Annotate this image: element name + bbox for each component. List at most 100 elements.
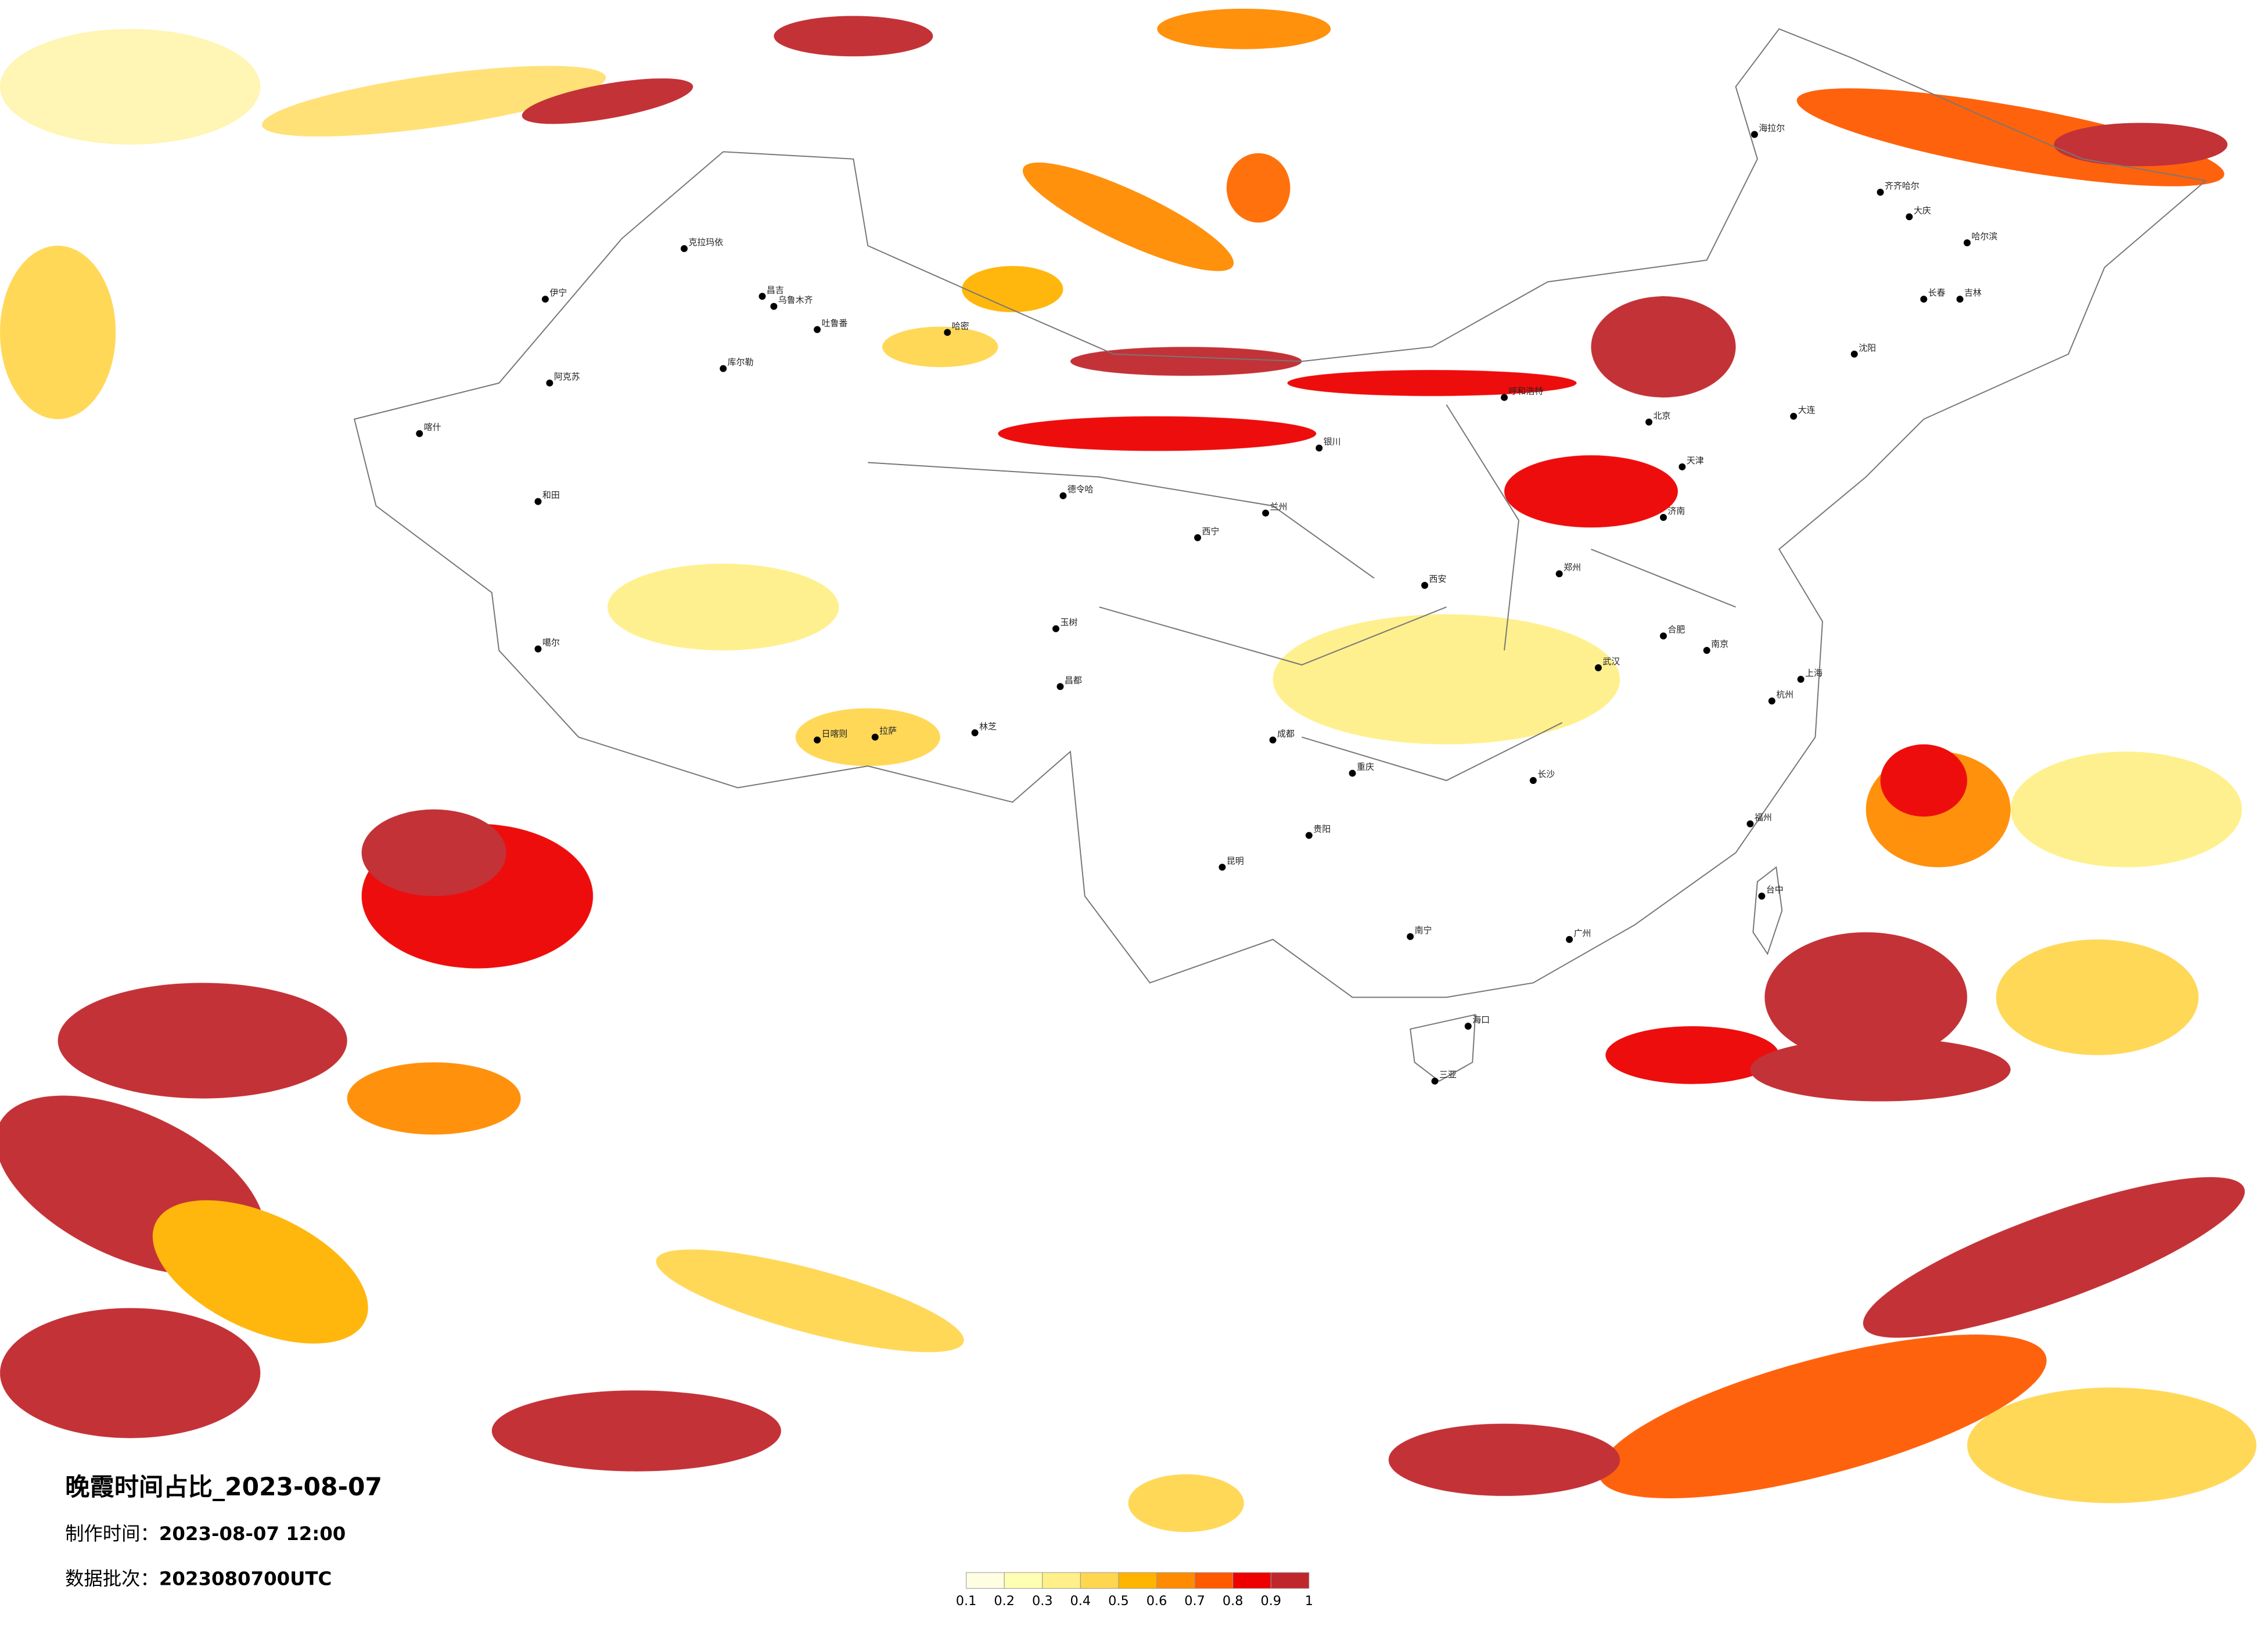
city-label: 郑州 [1563, 562, 1581, 573]
colorbar-tick-label: 0.7 [1184, 1593, 1205, 1609]
city-dot [1645, 418, 1653, 426]
city-label: 成都 [1277, 728, 1295, 739]
city-label: 长沙 [1537, 769, 1555, 779]
city-dot [1315, 444, 1323, 452]
city-label: 拉萨 [879, 725, 897, 736]
city-label: 哈密 [952, 321, 969, 331]
city-dot [1660, 514, 1667, 521]
city-label: 合肥 [1667, 624, 1685, 635]
city-dot [720, 365, 727, 372]
city-label: 沈阳 [1859, 343, 1876, 353]
city-dot [1052, 625, 1059, 632]
city-dot [1746, 820, 1754, 828]
city-label: 阿克苏 [554, 372, 580, 382]
colorbar-tick-label: 0.8 [1223, 1593, 1243, 1609]
city-dot [1964, 239, 1971, 247]
heat-layer [0, 8, 2257, 1533]
city-dot [1758, 893, 1766, 900]
city-dot [770, 303, 778, 310]
city-label: 广州 [1574, 928, 1591, 938]
colorbar-tick-label: 0.1 [956, 1593, 977, 1609]
city-label: 南宁 [1415, 925, 1432, 936]
city-dot [680, 245, 688, 253]
colorbar: 0.1 0.2 0.3 0.4 0.5 0.6 0.7 0.8 0.9 1 [956, 1572, 1313, 1609]
city-dot [1678, 463, 1686, 470]
city-label: 长春 [1928, 287, 1946, 298]
city-label: 哈尔滨 [1971, 231, 1997, 242]
city-dot [1059, 492, 1067, 499]
city-dot [971, 729, 979, 736]
city-label: 北京 [1654, 411, 1671, 421]
colorbar-swatch [1232, 1572, 1271, 1589]
city-label: 林芝 [979, 721, 997, 732]
city-label: 海拉尔 [1759, 123, 1785, 134]
city-dot [534, 498, 542, 505]
colorbar-swatch [1118, 1572, 1158, 1589]
city-label: 和田 [542, 490, 560, 501]
city-dot [1501, 394, 1508, 401]
city-label: 乌鲁木齐 [778, 295, 813, 305]
city-dot [1906, 213, 1913, 221]
city-label: 杭州 [1776, 689, 1793, 700]
city-label: 海口 [1472, 1015, 1490, 1025]
city-label: 三亚 [1439, 1070, 1457, 1080]
city-label: 南京 [1711, 639, 1728, 649]
city-label: 德令哈 [1067, 484, 1094, 495]
colorbar-tick-label: 0.4 [1070, 1593, 1091, 1609]
city-dot [1850, 350, 1858, 358]
city-label: 济南 [1667, 506, 1685, 516]
city-label: 昌吉 [767, 285, 784, 295]
city-dot [1305, 832, 1313, 839]
city-dot [1751, 131, 1758, 138]
city-dot [1566, 936, 1573, 943]
colorbar-swatch [1270, 1572, 1310, 1589]
city-label: 噶尔 [542, 638, 560, 648]
colorbar-swatch [966, 1572, 1005, 1589]
batch-value: 2023080700UTC [159, 1567, 332, 1589]
city-label: 玉树 [1060, 617, 1077, 628]
city-label: 喀什 [424, 422, 441, 433]
city-label: 齐齐哈尔 [1885, 181, 1920, 191]
city-dot [1349, 769, 1356, 777]
city-dot [1956, 296, 1964, 303]
city-label: 银川 [1324, 437, 1341, 447]
city-label: 昆明 [1227, 855, 1244, 866]
city-dot [1797, 675, 1805, 683]
city-dot [1464, 1023, 1472, 1030]
city-dot [1056, 683, 1064, 690]
city-label: 伊宁 [549, 287, 567, 298]
city-dot [1877, 189, 1884, 196]
colorbar-tick-label: 0.5 [1108, 1593, 1129, 1609]
colorbar-tick-label: 0.3 [1032, 1593, 1053, 1609]
colorbar-swatch [1080, 1572, 1119, 1589]
city-label: 大连 [1798, 405, 1816, 415]
colorbar-tick-label: 0.2 [994, 1593, 1015, 1609]
batch-label: 数据批次： [65, 1567, 159, 1589]
city-dot [1194, 534, 1202, 541]
city-label: 兰州 [1270, 502, 1288, 512]
city-label: 克拉玛依 [688, 237, 723, 247]
city-dot [1555, 570, 1563, 578]
city-label: 西安 [1429, 574, 1447, 584]
city-dot [1594, 664, 1602, 671]
map-title: 晚霞时间占比_2023-08-07 [65, 1473, 382, 1501]
city-dot [1431, 1077, 1439, 1085]
city-label: 上海 [1805, 668, 1823, 678]
colorbar-tick-label: 0.6 [1146, 1593, 1167, 1609]
colorbar-swatch [1042, 1572, 1081, 1589]
city-label: 天津 [1687, 455, 1704, 466]
city-dot [416, 430, 423, 437]
city-dot [1421, 582, 1429, 589]
city-label: 大庆 [1914, 205, 1931, 215]
city-dot [944, 329, 951, 336]
city-label: 吉林 [1964, 287, 1982, 298]
colorbar-tick-label: 1 [1305, 1593, 1313, 1609]
made-time: 制作时间：2023-08-07 12:00 [65, 1523, 346, 1545]
city-label: 库尔勒 [728, 357, 754, 368]
city-dot [1219, 864, 1226, 871]
city-label: 呼和浩特 [1509, 386, 1544, 396]
city-dot [871, 733, 879, 741]
city-label: 西宁 [1202, 526, 1220, 537]
city-label: 贵阳 [1313, 824, 1331, 834]
